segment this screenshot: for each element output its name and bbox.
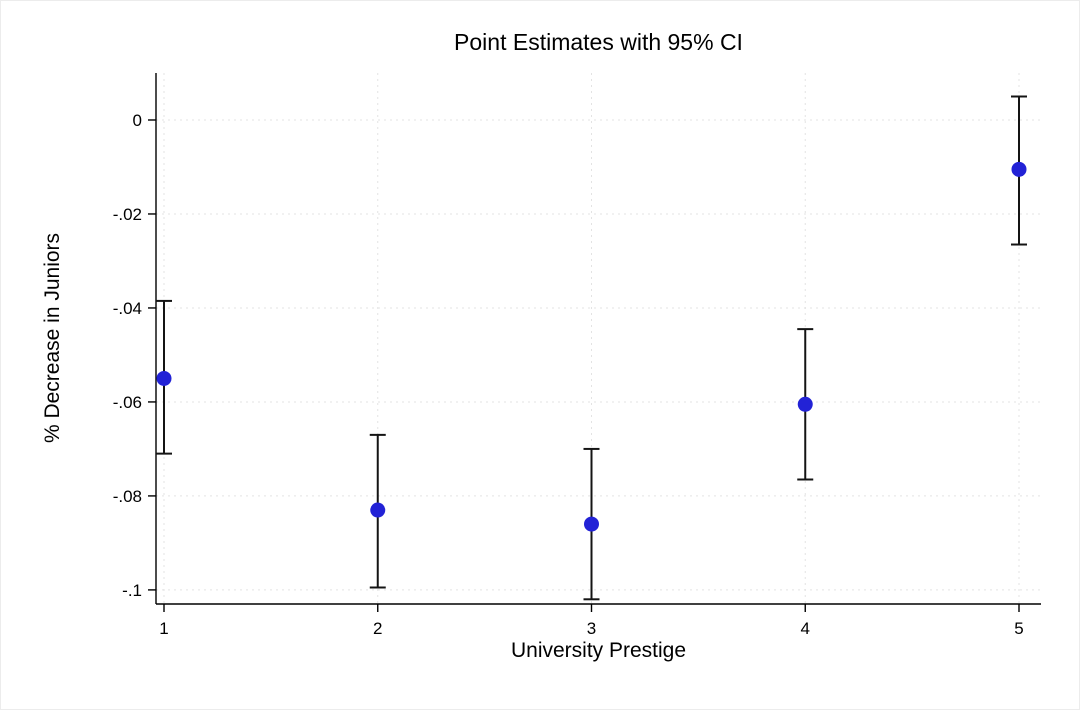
x-tick-label: 4 <box>801 619 810 638</box>
x-tick-label: 1 <box>159 619 168 638</box>
chart-title: Point Estimates with 95% CI <box>454 29 743 55</box>
data-point <box>584 516 599 532</box>
x-axis-title: University Prestige <box>510 639 687 662</box>
data-point <box>1011 161 1027 177</box>
y-tick-label: 0 <box>133 111 142 130</box>
x-tick-label: 5 <box>1014 619 1023 638</box>
y-tick-label: -.1 <box>122 581 142 600</box>
data-point <box>156 370 172 386</box>
y-tick-label: -.06 <box>113 393 142 412</box>
data-point <box>797 396 813 412</box>
y-tick-label: -.04 <box>113 299 142 318</box>
y-tick-label: -.02 <box>113 205 142 224</box>
x-tick-label: 3 <box>587 619 596 638</box>
y-tick-label: -.08 <box>113 487 142 506</box>
data-point <box>370 502 386 518</box>
x-tick-label: 2 <box>373 619 382 638</box>
